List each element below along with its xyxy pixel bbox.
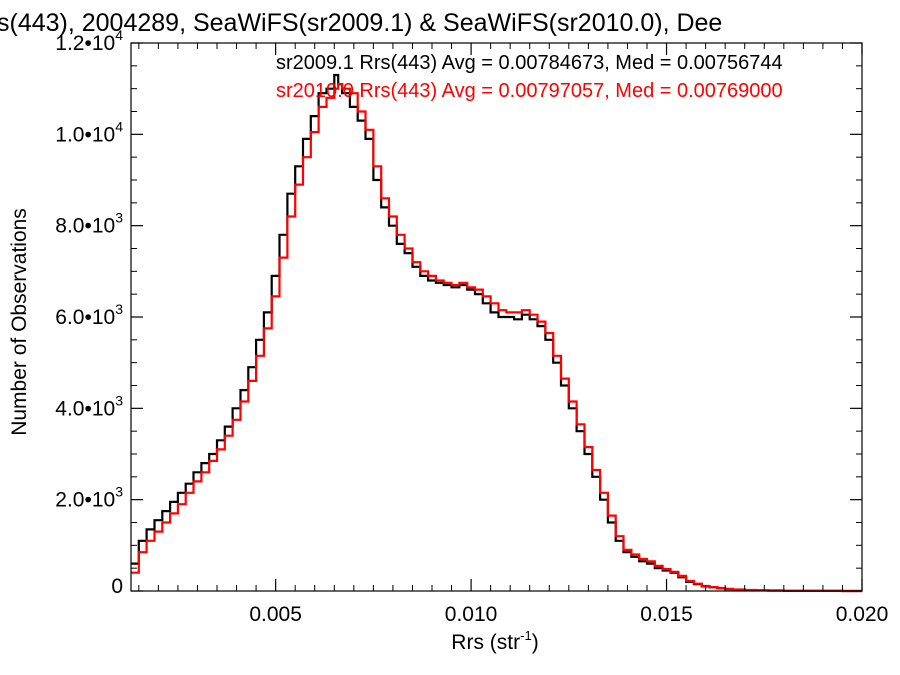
x-axis: 0.005 0.010 0.015 0.020	[138, 43, 889, 626]
y-tick-label: 8.0•103	[55, 210, 123, 238]
x-axis-title: Rrs (str-1)	[451, 628, 538, 654]
y-tick-label: 4.0•103	[55, 392, 123, 420]
x-tick-label: 0.005	[249, 603, 302, 626]
series-layer	[131, 73, 862, 593]
series-line-sr2010-0	[131, 83, 862, 593]
y-tick-label: 2.0•103	[55, 484, 123, 512]
x-tick-label: 0.010	[445, 603, 498, 626]
chart-title: s(443), 2004289, SeaWiFS(sr2009.1) & Sea…	[0, 9, 722, 37]
legend-entry-sr2009: sr2009.1 Rrs(443) Avg = 0.00784673, Med …	[276, 52, 783, 74]
y-axis: 0 2.0•103 4.0•103 6.0•103 8.0•103 1.0•104 1.2•…	[55, 27, 862, 598]
y-tick-label: 0	[111, 575, 123, 598]
y-tick-label: 1.0•104	[55, 118, 123, 146]
x-tick-label: 0.015	[640, 603, 693, 626]
y-tick-label: 6.0•103	[55, 301, 123, 329]
x-tick-label: 0.020	[836, 603, 889, 626]
legend-entry-sr2010: sr2010.0 Rrs(443) Avg = 0.00797057, Med …	[276, 80, 783, 102]
y-tick-label: 1.2•104	[55, 27, 123, 55]
y-axis-title: Number of Observations	[8, 208, 31, 436]
